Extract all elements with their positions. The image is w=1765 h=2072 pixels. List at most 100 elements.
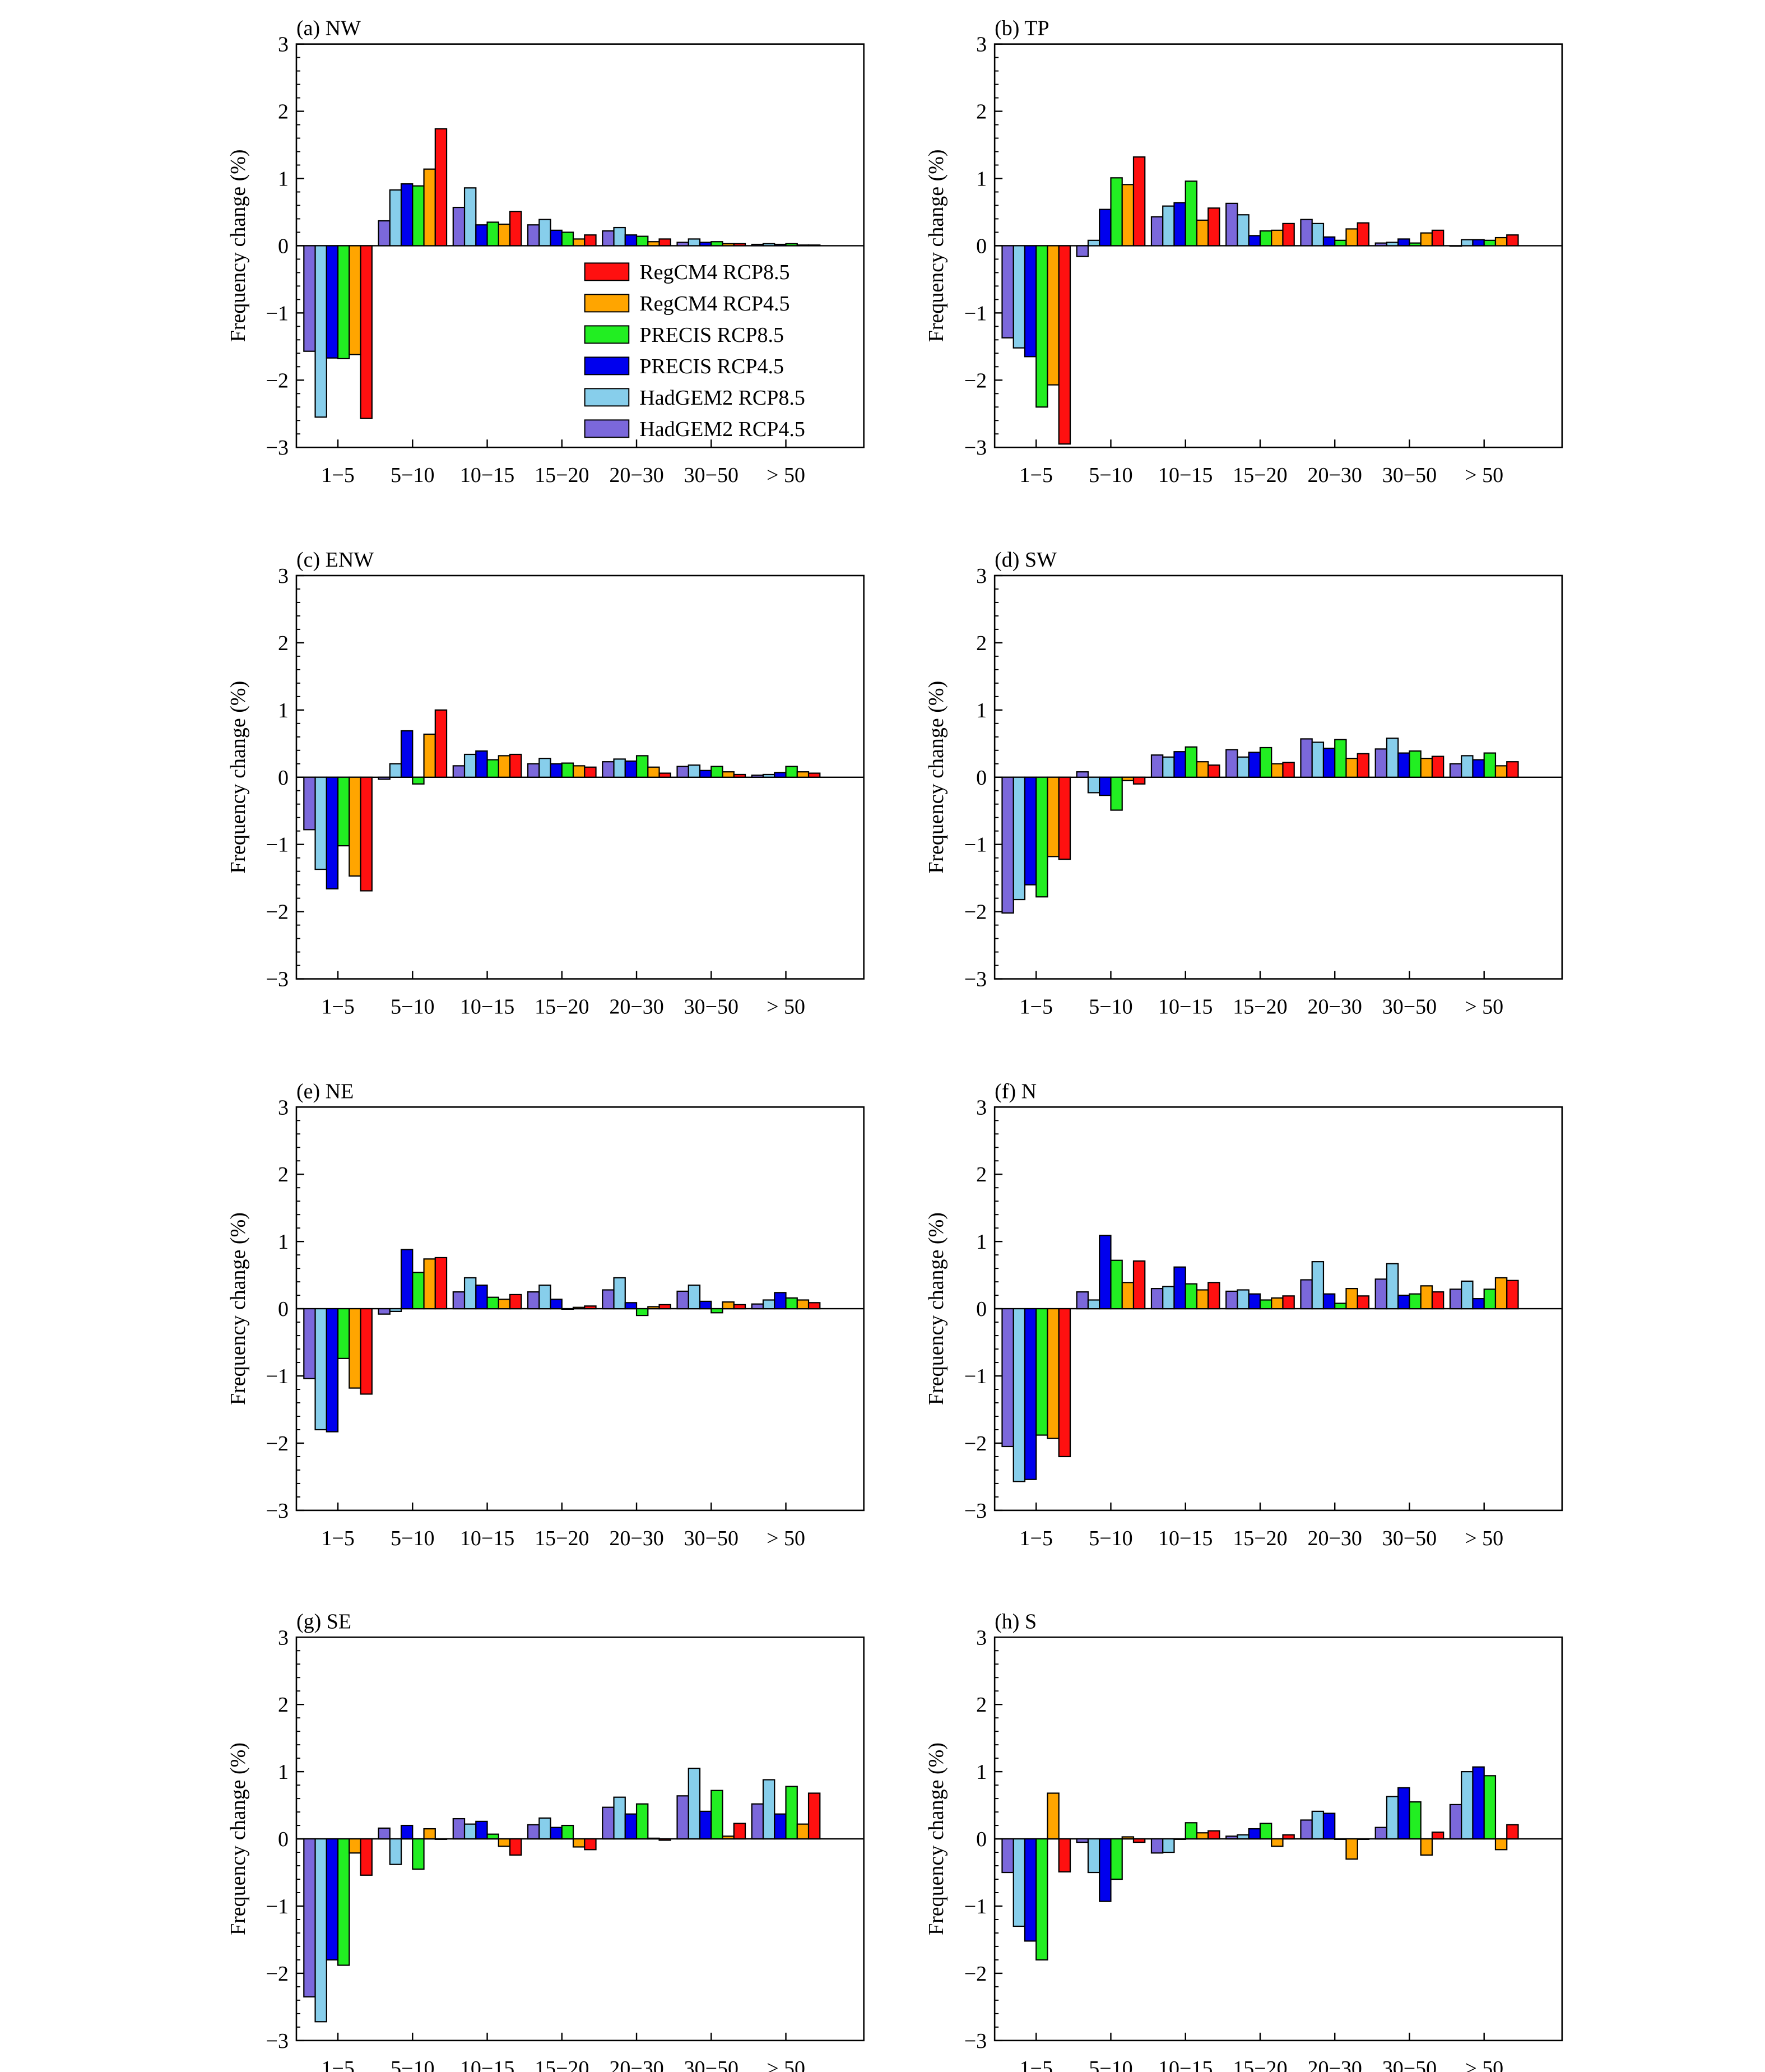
- bar-h-s-cat5-s5: [1345, 1838, 1358, 1860]
- bar-a-nw-cat4-s3: [550, 229, 563, 247]
- bar-a-nw-cat5-s4: [635, 235, 649, 247]
- y-tick-label: −1: [964, 833, 987, 857]
- bar-f-n-cat3-s1: [1150, 1288, 1164, 1310]
- bar-e-ne-cat3-s5: [498, 1299, 511, 1310]
- bar-g-se-cat2-s4: [412, 1838, 425, 1870]
- x-tick-label: 1−5: [1020, 995, 1053, 1019]
- x-tick-label: 30−50: [684, 1527, 738, 1550]
- bar-b-tp-cat3-s1: [1150, 216, 1164, 247]
- bar-b-tp-cat1-s3: [1024, 245, 1037, 358]
- y-tick-label: 0: [278, 1297, 289, 1321]
- bar-d-sw-cat6-s4: [1409, 750, 1422, 778]
- x-tick-label: 20−30: [1308, 995, 1362, 1019]
- bar-c-enw-cat1-s1: [303, 776, 316, 831]
- bar-e-ne-cat5-s5: [647, 1306, 660, 1310]
- x-tick-label: > 50: [767, 2057, 805, 2072]
- y-tick-label: −2: [266, 901, 289, 924]
- bar-c-enw-cat2-s2: [389, 763, 402, 778]
- bar-a-nw-cat1-s1: [303, 245, 316, 352]
- bar-b-tp-cat2-s6: [1132, 156, 1146, 247]
- bar-c-enw-cat7-s3: [774, 772, 787, 778]
- bar-h-s-cat2-s3: [1099, 1838, 1112, 1902]
- x-tick-label: > 50: [767, 463, 805, 487]
- x-tick-label: 1−5: [1020, 2057, 1053, 2072]
- bar-g-se-cat6-s6: [733, 1823, 746, 1840]
- bar-f-n-cat5-s1: [1300, 1279, 1313, 1310]
- y-tick-label: 0: [976, 1828, 987, 1851]
- bar-g-se-cat4-s6: [584, 1838, 597, 1851]
- bar-f-n-cat1-s1: [1001, 1308, 1014, 1448]
- bar-c-enw-cat6-s6: [733, 773, 746, 778]
- panel-h-s: (h) S 3 2 1 0 −1 −2 −3 Frequency change (%) 1−5 5−…: [925, 1610, 1563, 2072]
- bar-d-sw-cat1-s6: [1058, 776, 1071, 860]
- bar-h-s-cat7-s2: [1461, 1771, 1474, 1840]
- bar-d-sw-cat6-s3: [1397, 752, 1410, 778]
- bar-a-nw-cat7-s1: [751, 243, 764, 247]
- bar-f-n-cat1-s3: [1024, 1308, 1037, 1480]
- bar-b-tp-cat6-s3: [1397, 238, 1410, 247]
- bar-d-sw-cat2-s5: [1121, 776, 1135, 781]
- bar-f-n-cat3-s5: [1196, 1289, 1209, 1310]
- bar-b-tp-cat4-s4: [1259, 230, 1272, 247]
- legend-swatch: [584, 388, 630, 407]
- bar-g-se-cat3-s2: [463, 1823, 477, 1840]
- y-tick-label: −1: [964, 1895, 987, 1918]
- y-tick-label: −1: [266, 302, 289, 325]
- x-tick-label: 10−15: [1158, 2057, 1213, 2072]
- x-tick-label: 30−50: [1382, 463, 1437, 487]
- bar-e-ne-cat6-s6: [733, 1304, 746, 1310]
- bar-g-se-cat7-s3: [774, 1813, 787, 1840]
- y-tick-label: −2: [266, 1432, 289, 1456]
- x-tick-label: 10−15: [460, 1527, 514, 1550]
- x-tick-label: 10−15: [1158, 1527, 1213, 1550]
- bar-e-ne-cat7-s1: [751, 1303, 764, 1310]
- bar-b-tp-cat4-s6: [1282, 223, 1295, 247]
- bar-c-enw-cat7-s5: [796, 771, 810, 778]
- bar-f-n-cat5-s4: [1334, 1302, 1347, 1310]
- bar-d-sw-cat6-s6: [1431, 755, 1444, 778]
- bar-c-enw-cat7-s2: [762, 773, 775, 778]
- bar-f-n-cat2-s2: [1087, 1299, 1100, 1310]
- bar-g-se-cat3-s4: [486, 1833, 499, 1840]
- panel-d-sw: (d) SW 3 2 1 0 −1 −2 −3 Frequency change (%) 1−5 5…: [925, 548, 1563, 1019]
- bar-f-n-cat4-s6: [1282, 1295, 1295, 1310]
- bar-d-sw-cat6-s5: [1420, 758, 1433, 778]
- bar-h-s-cat2-s2: [1087, 1838, 1100, 1874]
- bar-h-s-cat6-s4: [1409, 1801, 1422, 1840]
- bar-h-s-cat2-s5: [1121, 1836, 1135, 1840]
- y-tick-label: 1: [278, 1230, 289, 1254]
- y-tick-label: 2: [278, 632, 289, 655]
- bar-h-s-cat7-s4: [1483, 1775, 1497, 1840]
- bar-a-nw-cat4-s6: [584, 234, 597, 247]
- y-tick-label: −1: [964, 1365, 987, 1388]
- bar-f-n-cat7-s4: [1483, 1288, 1497, 1310]
- bar-e-ne-cat1-s1: [303, 1308, 316, 1379]
- bar-h-s-cat5-s2: [1311, 1810, 1325, 1840]
- bar-a-nw-cat3-s1: [452, 206, 466, 247]
- bar-a-nw-cat3-s2: [463, 187, 477, 247]
- bar-e-ne-cat3-s3: [475, 1285, 488, 1310]
- plot-frame: [993, 1106, 1563, 1512]
- bar-e-ne-cat3-s4: [486, 1296, 499, 1310]
- y-axis-label: Frequency change (%): [226, 1212, 250, 1405]
- x-tick-label: 30−50: [684, 2057, 738, 2072]
- bar-g-se-cat6-s4: [710, 1790, 723, 1840]
- y-tick-label: −1: [266, 1895, 289, 1918]
- x-tick-label: 20−30: [1308, 1527, 1362, 1550]
- x-tick-label: > 50: [1465, 995, 1503, 1019]
- bar-c-enw-cat5-s3: [624, 760, 638, 778]
- bar-b-tp-cat2-s4: [1110, 177, 1123, 247]
- bar-h-s-cat4-s2: [1237, 1834, 1250, 1840]
- bar-d-sw-cat5-s1: [1300, 738, 1313, 778]
- panel-title: (b) TP: [995, 17, 1049, 40]
- bar-c-enw-cat3-s6: [509, 753, 522, 778]
- bar-d-sw-cat5-s3: [1322, 748, 1336, 778]
- bar-e-ne-cat7-s6: [807, 1302, 821, 1310]
- x-tick-label: 1−5: [321, 1527, 354, 1550]
- bar-g-se-cat5-s5: [647, 1837, 660, 1840]
- bar-h-s-cat7-s1: [1449, 1804, 1462, 1840]
- y-tick-label: 3: [278, 1626, 289, 1649]
- bar-c-enw-cat4-s2: [538, 758, 551, 778]
- y-axis-label: Frequency change (%): [925, 1742, 948, 1935]
- y-tick-label: 1: [976, 699, 987, 722]
